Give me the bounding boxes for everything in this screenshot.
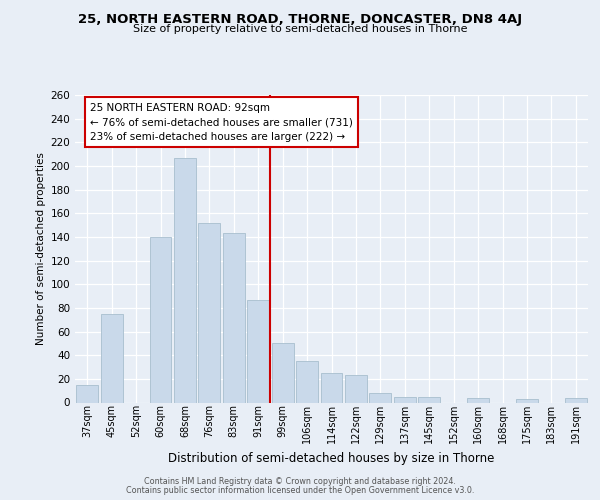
Bar [199, 222, 220, 402]
Bar [394, 396, 416, 402]
Bar [516, 399, 538, 402]
Text: Size of property relative to semi-detached houses in Thorne: Size of property relative to semi-detach… [133, 24, 467, 34]
Text: Contains public sector information licensed under the Open Government Licence v3: Contains public sector information licen… [126, 486, 474, 495]
Bar [223, 234, 245, 402]
Text: 25 NORTH EASTERN ROAD: 92sqm
← 76% of semi-detached houses are smaller (731)
23%: 25 NORTH EASTERN ROAD: 92sqm ← 76% of se… [91, 102, 353, 142]
Text: Contains HM Land Registry data © Crown copyright and database right 2024.: Contains HM Land Registry data © Crown c… [144, 477, 456, 486]
Bar [370, 393, 391, 402]
Bar [174, 158, 196, 402]
Bar [565, 398, 587, 402]
Bar [418, 396, 440, 402]
Bar [149, 237, 172, 402]
Bar [247, 300, 269, 403]
Bar [101, 314, 122, 402]
Bar [345, 376, 367, 402]
Bar [272, 344, 293, 402]
Y-axis label: Number of semi-detached properties: Number of semi-detached properties [36, 152, 46, 345]
Bar [320, 373, 343, 402]
X-axis label: Distribution of semi-detached houses by size in Thorne: Distribution of semi-detached houses by … [169, 452, 494, 464]
Bar [296, 361, 318, 403]
Bar [467, 398, 489, 402]
Bar [76, 385, 98, 402]
Text: 25, NORTH EASTERN ROAD, THORNE, DONCASTER, DN8 4AJ: 25, NORTH EASTERN ROAD, THORNE, DONCASTE… [78, 12, 522, 26]
